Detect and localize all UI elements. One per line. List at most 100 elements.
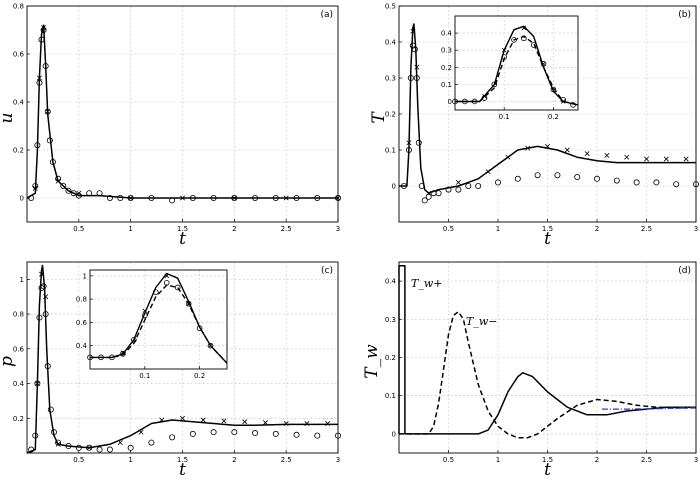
cross-marker <box>426 190 432 196</box>
cross-marker <box>43 294 49 300</box>
annotation-tw-minus: T_w− <box>466 315 497 328</box>
y-tick-label: 1 <box>83 272 87 280</box>
circle-marker <box>152 289 159 295</box>
cross-marker <box>164 273 170 279</box>
panel-b: 0.5 1 1.5 2 2.5 300.10.20.30.40.5(b)tT 0.1 0.20… <box>369 3 700 249</box>
circle-marker <box>38 285 45 292</box>
solid-series-line <box>398 265 696 435</box>
panel-label: (d) <box>678 266 691 276</box>
cross-marker <box>45 109 51 115</box>
x-tick-label: 0.5 <box>443 225 454 233</box>
cross-marker <box>55 441 61 447</box>
circle-marker <box>36 79 43 86</box>
circle-marker <box>98 354 104 361</box>
blue-dashdot-series-line <box>601 407 696 410</box>
x-tick-label: 1 <box>496 225 500 233</box>
annotation-tw-plus: T_w+ <box>411 277 442 290</box>
y-tick-label: 0.4 <box>13 99 25 107</box>
circle-marker <box>475 182 482 189</box>
x-tick-label: 2.5 <box>281 225 292 233</box>
x-tick-label: 2 <box>232 456 236 464</box>
y-tick-label: 0.2 <box>385 354 396 362</box>
y-tick-label: 0.4 <box>385 39 397 47</box>
cross-marker <box>304 420 310 426</box>
x-tick-label: 2 <box>595 456 599 464</box>
cross-marker <box>482 94 487 99</box>
cross-marker <box>120 350 126 355</box>
cross-marker <box>41 25 47 31</box>
y-tick-label: 0.2 <box>13 415 24 423</box>
y-axis-label: p <box>0 356 17 367</box>
circle-marker <box>272 194 279 201</box>
cross-marker <box>86 445 92 451</box>
inset-plot: 0.1 0.2 0 0.1 0.2 0.3 0.4 <box>441 15 579 121</box>
y-tick-label: 0.4 <box>13 380 25 388</box>
x-axis-label: t <box>544 460 551 480</box>
circle-marker <box>415 139 422 146</box>
circle-marker <box>272 430 279 437</box>
x-tick-label: 2 <box>232 225 236 233</box>
circle-marker <box>117 194 124 201</box>
circle-marker <box>413 75 420 82</box>
circle-marker <box>407 75 414 82</box>
cross-marker <box>34 381 40 387</box>
circle-marker <box>131 337 137 343</box>
circle-marker <box>405 146 412 153</box>
circle-marker <box>494 179 501 186</box>
circle-marker <box>455 186 462 193</box>
cross-marker <box>242 419 248 425</box>
cross-marker <box>159 417 165 423</box>
circle-marker <box>210 194 217 201</box>
y-tick-label: 0.8 <box>76 296 87 304</box>
x-tick-label: 0.2 <box>548 113 559 121</box>
circle-marker <box>471 98 478 105</box>
cross-marker <box>283 420 289 426</box>
x-tick-label: 3 <box>694 225 698 233</box>
x-tick-label: 0.5 <box>73 225 84 233</box>
y-axis-label: T <box>369 111 389 124</box>
y-tick-label: 0 <box>20 195 24 203</box>
circle-marker <box>47 406 54 413</box>
circle-marker <box>314 432 321 439</box>
circle-marker <box>207 342 214 349</box>
circle-marker <box>653 179 660 186</box>
circle-marker <box>445 186 452 193</box>
x-tick-label: 3 <box>694 456 698 464</box>
y-tick-label: 0 <box>392 183 396 191</box>
circle-marker <box>521 35 527 42</box>
panel-label: (a) <box>320 10 333 20</box>
circle-marker <box>169 434 176 441</box>
circle-marker <box>34 142 41 149</box>
circle-marker <box>44 108 51 115</box>
circle-marker <box>465 182 472 189</box>
circle-marker <box>28 446 35 453</box>
y-tick-label: 0.4 <box>385 278 397 286</box>
y-tick-label: 0.6 <box>76 319 88 327</box>
y-axis-label: u <box>0 113 17 124</box>
solid-series-line <box>26 24 338 199</box>
circle-marker <box>65 443 72 450</box>
circle-marker <box>60 182 67 189</box>
y-tick-label: 0.1 <box>385 147 396 155</box>
cross-marker <box>521 25 527 31</box>
x-tick-label: 1.5 <box>542 225 553 233</box>
y-tick-label: 1 <box>20 276 24 284</box>
circle-marker <box>32 432 39 439</box>
y-tick-label: 0.3 <box>385 316 396 324</box>
cross-marker <box>231 195 237 201</box>
circle-marker <box>481 95 488 101</box>
x-tick-label: 1 <box>128 456 132 464</box>
circle-marker <box>142 312 148 319</box>
circle-marker <box>550 86 557 93</box>
x-axis-label: t <box>179 460 186 480</box>
circle-marker <box>314 194 321 201</box>
x-tick-label: 0.2 <box>194 372 205 380</box>
circle-marker <box>189 194 196 201</box>
circle-marker <box>86 190 93 197</box>
y-tick-label: 0.2 <box>385 111 396 119</box>
y-tick-label: 0.4 <box>441 30 453 38</box>
x-tick-label: 0.1 <box>499 113 510 121</box>
cross-marker <box>455 179 461 185</box>
circle-marker <box>185 300 192 307</box>
